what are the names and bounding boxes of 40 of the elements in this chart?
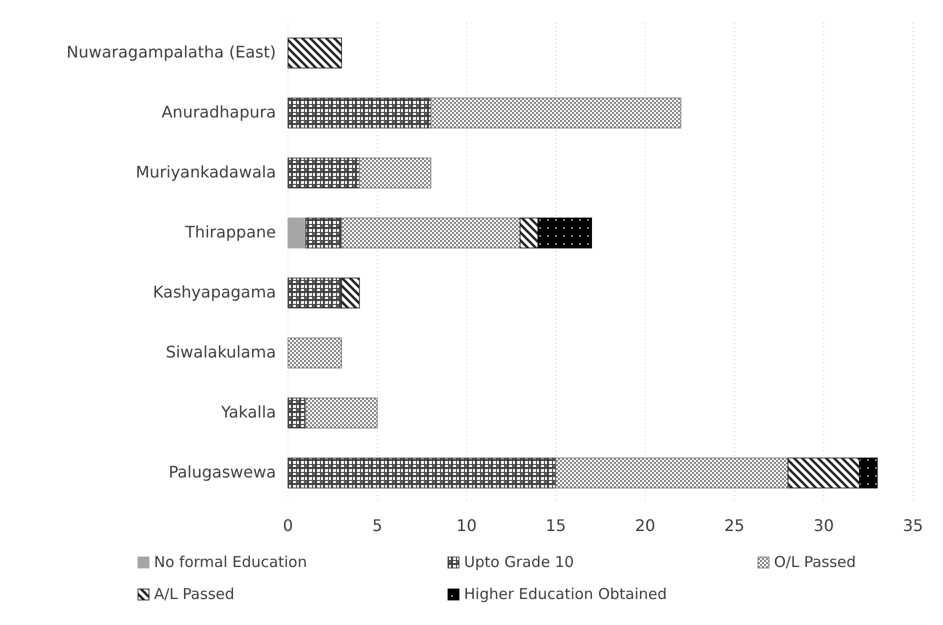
bar bbox=[520, 218, 538, 248]
y-tick-label: Anuradhapura bbox=[162, 102, 276, 122]
legend-label: A/L Passed bbox=[154, 585, 234, 604]
bar bbox=[305, 218, 342, 248]
legend-label: Upto Grade 10 bbox=[464, 553, 574, 572]
y-tick-label: Yakalla bbox=[220, 402, 276, 422]
bar bbox=[288, 338, 342, 368]
bar bbox=[305, 398, 378, 428]
x-tick-label: 25 bbox=[724, 516, 745, 535]
bar bbox=[288, 218, 306, 248]
legend-label: Higher Education Obtained bbox=[464, 585, 667, 604]
x-tick-label: 15 bbox=[546, 516, 566, 535]
bar bbox=[288, 158, 360, 188]
bar bbox=[288, 398, 306, 428]
bar bbox=[430, 98, 682, 128]
y-tick-label: Muriyankadawala bbox=[136, 162, 276, 182]
bar bbox=[288, 278, 342, 308]
x-tick-label: 30 bbox=[814, 516, 834, 535]
bar bbox=[788, 458, 860, 488]
x-tick-label: 20 bbox=[634, 516, 656, 535]
x-tick-label: 0 bbox=[282, 516, 294, 535]
x-tick-label: 35 bbox=[902, 516, 924, 535]
bar bbox=[859, 458, 878, 488]
bar bbox=[359, 158, 432, 188]
bar bbox=[288, 458, 556, 488]
bar bbox=[341, 218, 521, 248]
y-tick-label: Palugaswewa bbox=[168, 462, 276, 482]
x-tick-label: 5 bbox=[372, 516, 382, 535]
legend-label: No formal Education bbox=[154, 553, 307, 572]
x-tick-label: 10 bbox=[456, 516, 477, 535]
bar bbox=[555, 458, 788, 488]
y-tick-label: Thirappane bbox=[184, 222, 276, 242]
y-tick-label: Siwalakulama bbox=[166, 342, 276, 362]
y-tick-label: Nuwaragampalatha (East) bbox=[66, 42, 276, 62]
bar bbox=[288, 38, 342, 68]
bar bbox=[288, 98, 432, 128]
bar bbox=[538, 218, 592, 248]
bar bbox=[341, 278, 360, 308]
y-tick-label: Kashyapagama bbox=[152, 282, 276, 302]
legend-label: O/L Passed bbox=[774, 553, 856, 572]
